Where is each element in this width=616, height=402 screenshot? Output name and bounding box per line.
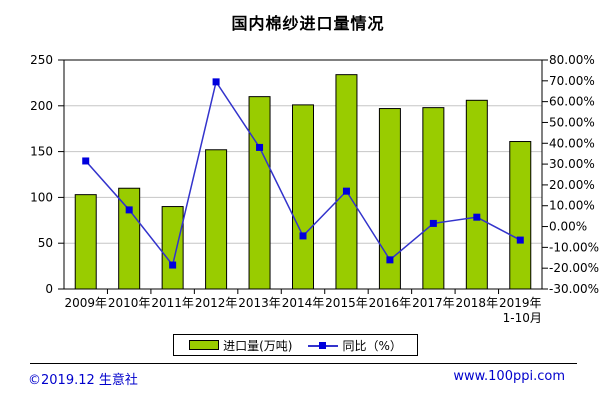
x-axis-label: 2012年	[195, 296, 238, 310]
bar	[335, 74, 358, 290]
x-axis-label: 2015年	[325, 296, 368, 310]
legend-label-yoy: 同比（%）	[342, 338, 402, 353]
right-axis-label: 80.00%	[549, 53, 595, 67]
legend-item-yoy: 同比（%）	[308, 337, 402, 354]
bar	[205, 149, 228, 290]
x-axis-label: 2009年	[64, 296, 107, 310]
footer-divider	[30, 363, 577, 364]
right-axis-label: 40.00%	[549, 136, 595, 150]
x-axis-sublabel: 1-10月	[503, 311, 542, 325]
yoy-marker	[256, 143, 264, 151]
x-axis-label: 2011年	[151, 296, 194, 310]
bar	[465, 99, 488, 290]
left-axis-label: 150	[30, 145, 53, 159]
x-axis-label: 2014年	[282, 296, 325, 310]
x-axis-label: 2019年	[499, 296, 542, 310]
yoy-marker	[342, 187, 350, 195]
yoy-marker	[299, 232, 307, 240]
right-axis-label: 70.00%	[549, 74, 595, 88]
bar	[118, 187, 141, 290]
bar	[509, 141, 532, 290]
left-axis-label: 200	[30, 99, 53, 113]
left-axis-label: 50	[38, 236, 53, 250]
right-axis-label: 10.00%	[549, 199, 595, 213]
bar	[292, 104, 314, 290]
x-axis-label: 2017年	[412, 296, 455, 310]
right-axis-label: 20.00%	[549, 178, 595, 192]
bar	[74, 194, 97, 290]
left-axis-label: 0	[45, 282, 53, 296]
right-axis-label: 0.00%	[549, 220, 587, 234]
left-axis-label: 250	[30, 53, 53, 67]
right-axis-label: -10.00%	[549, 240, 599, 254]
legend: 进口量(万吨) 同比（%）	[173, 334, 418, 356]
plot-frame	[63, 59, 543, 290]
website-link[interactable]: www.100ppi.com	[453, 369, 565, 384]
legend-item-imports: 进口量(万吨)	[189, 337, 292, 354]
right-axis-label: 60.00%	[549, 95, 595, 109]
x-axis-label: 2018年	[456, 296, 499, 310]
line-marker-swatch-icon	[308, 341, 339, 350]
yoy-marker	[169, 261, 177, 269]
yoy-marker	[125, 206, 133, 214]
right-axis-label: 50.00%	[549, 115, 595, 129]
bar	[422, 107, 445, 290]
right-axis-label: -30.00%	[549, 282, 599, 296]
yoy-marker	[82, 157, 90, 165]
left-axis-label: 100	[30, 190, 53, 204]
yoy-marker	[516, 236, 524, 244]
x-axis-label: 2016年	[369, 296, 412, 310]
bar	[248, 96, 271, 290]
yoy-marker	[473, 213, 481, 221]
yoy-marker	[386, 256, 394, 264]
legend-label-imports: 进口量(万吨)	[223, 338, 293, 353]
copyright-text: ©2019.12 生意社	[28, 373, 138, 388]
x-axis-label: 2013年	[238, 296, 281, 310]
bar	[161, 206, 184, 290]
yoy-marker	[429, 219, 437, 227]
right-axis-label: 30.00%	[549, 157, 595, 171]
right-axis-label: -20.00%	[549, 261, 599, 275]
yoy-marker	[212, 78, 220, 86]
x-axis-label: 2010年	[108, 296, 151, 310]
bar-swatch-icon	[189, 340, 220, 350]
chart-title: 国内棉纱进口量情况	[231, 14, 385, 33]
